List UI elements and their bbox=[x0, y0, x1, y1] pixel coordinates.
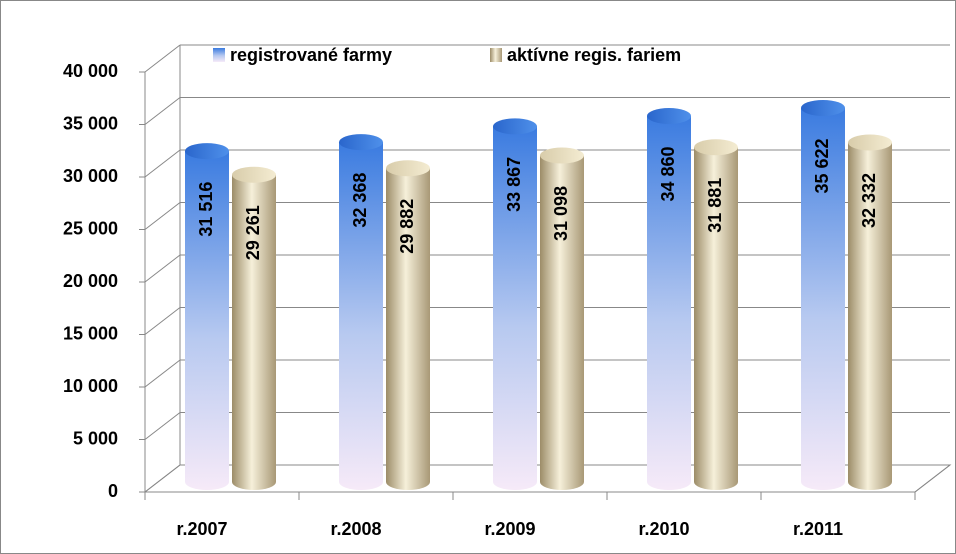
bar bbox=[694, 139, 738, 490]
value-label: 31 516 bbox=[196, 182, 216, 237]
x-tick-label: r.2008 bbox=[330, 519, 381, 539]
bar-body bbox=[647, 115, 691, 490]
bar-body bbox=[540, 155, 584, 490]
bar-top bbox=[540, 147, 584, 164]
legend-swatch bbox=[490, 48, 502, 62]
value-label: 32 368 bbox=[350, 173, 370, 228]
grid-line bbox=[144, 464, 181, 493]
y-tick-label: 35 000 bbox=[63, 113, 118, 133]
y-tick-label: 25 000 bbox=[63, 218, 118, 238]
bar-top bbox=[694, 139, 738, 156]
axis-line bbox=[914, 464, 951, 493]
legend-swatch bbox=[213, 48, 225, 62]
bar bbox=[540, 147, 584, 490]
grid-line bbox=[144, 149, 181, 178]
bar-body bbox=[493, 126, 537, 491]
y-tick-label: 15 000 bbox=[63, 323, 118, 343]
bar bbox=[647, 107, 691, 490]
bar-body bbox=[185, 151, 229, 490]
value-label: 29 261 bbox=[243, 205, 263, 260]
bar bbox=[493, 118, 537, 491]
bar-top bbox=[493, 118, 537, 135]
bar-body bbox=[848, 142, 892, 490]
bar-top bbox=[848, 134, 892, 151]
bar-top bbox=[647, 107, 691, 124]
value-label: 34 860 bbox=[658, 146, 678, 201]
bar-top bbox=[386, 160, 430, 177]
bar-top bbox=[232, 166, 276, 183]
x-tick-label: r.2009 bbox=[484, 519, 535, 539]
bar bbox=[232, 166, 276, 490]
y-tick-label: 5 000 bbox=[73, 428, 118, 448]
bar-body bbox=[694, 147, 738, 490]
value-label: 29 882 bbox=[397, 199, 417, 254]
grid-line bbox=[144, 307, 181, 335]
value-label: 35 622 bbox=[812, 138, 832, 193]
y-tick-label: 20 000 bbox=[63, 271, 118, 291]
y-tick-label: 30 000 bbox=[63, 166, 118, 186]
bar bbox=[801, 99, 845, 491]
value-label: 32 332 bbox=[859, 173, 879, 228]
value-label: 33 867 bbox=[504, 157, 524, 212]
bar bbox=[848, 134, 892, 490]
y-tick-label: 0 bbox=[108, 481, 118, 501]
bar-top bbox=[801, 99, 845, 116]
grid-line bbox=[144, 44, 181, 73]
x-tick-label: r.2007 bbox=[176, 519, 227, 539]
grid-line bbox=[144, 202, 181, 230]
y-tick-label: 10 000 bbox=[63, 376, 118, 396]
x-tick-label: r.2010 bbox=[638, 519, 689, 539]
grid-line bbox=[144, 254, 181, 283]
bar-body bbox=[386, 168, 430, 490]
grid-line bbox=[144, 359, 181, 388]
bar bbox=[386, 160, 430, 490]
bar bbox=[339, 134, 383, 491]
bar-body bbox=[339, 142, 383, 491]
legend-label: aktívne regis. fariem bbox=[507, 45, 681, 65]
legend-label: registrované farmy bbox=[230, 45, 392, 65]
grid-line bbox=[144, 97, 181, 125]
bar bbox=[185, 143, 229, 490]
y-tick-label: 40 000 bbox=[63, 61, 118, 81]
x-tick-label: r.2011 bbox=[793, 519, 843, 539]
bar-top bbox=[185, 143, 229, 160]
bar-top bbox=[339, 134, 383, 151]
value-label: 31 098 bbox=[551, 186, 571, 241]
bar-body bbox=[801, 107, 845, 491]
value-label: 31 881 bbox=[705, 178, 725, 233]
grid-line bbox=[144, 412, 181, 440]
bar-body bbox=[232, 174, 276, 490]
